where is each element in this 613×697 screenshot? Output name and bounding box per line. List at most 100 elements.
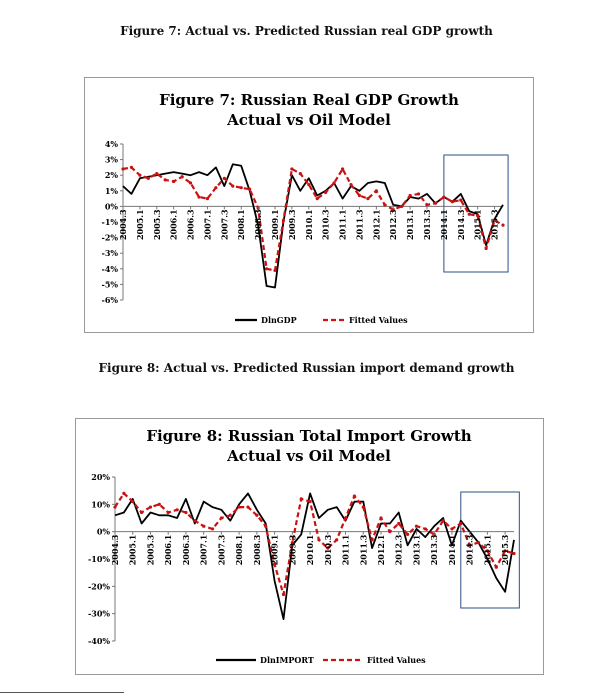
import-fitted-point	[370, 538, 374, 542]
gdp-x-tick-label: 2005.3	[152, 209, 162, 240]
gdp-x-tick-label: 2005.1	[135, 209, 145, 240]
import-x-tick-label: 2008.1	[234, 535, 244, 566]
gdp-fitted-point	[450, 200, 454, 204]
import-x-tick-label: 2014.3	[465, 534, 475, 565]
import-x-tick-label: 2010.1	[305, 535, 315, 566]
gdp-fitted-point	[281, 218, 286, 223]
import-highlight-box	[460, 491, 520, 609]
import-x-tick-label: 2013.1	[411, 535, 421, 566]
import-fitted-point	[299, 497, 303, 501]
import-x-tick-label: 2006.3	[181, 534, 191, 565]
import-fitted-point	[202, 524, 206, 528]
gdp-x-tick-label: 2013.3	[422, 209, 432, 240]
import-fitted-point	[131, 500, 135, 504]
gdp-fitted-point	[357, 193, 362, 198]
import-fitted-point	[184, 510, 188, 515]
import-x-tick-label: 2015.1	[482, 535, 492, 566]
gdp-x-tick-label: 2010.3	[321, 209, 331, 240]
gdp-fitted-point	[264, 267, 269, 271]
import-fitted-point	[281, 592, 286, 597]
import-legend-label-actual: DlnIMPORT	[260, 655, 314, 665]
gdp-y-tick-label: -1%	[102, 217, 119, 227]
gdp-y-tick-label: 0%	[105, 201, 119, 211]
gdp-chart-subtitle: Actual vs Oil Model	[226, 111, 391, 129]
import-x-tick-label: 2005.3	[145, 534, 155, 565]
import-fitted-point	[441, 519, 445, 523]
import-x-tick-label: 2011.3	[358, 534, 368, 565]
import-fitted-point	[352, 494, 356, 498]
import-fitted-point	[237, 505, 241, 509]
gdp-fitted-point	[273, 268, 277, 272]
import-fitted-point	[423, 527, 427, 531]
import-fitted-point	[255, 513, 259, 517]
gdp-y-tick-label: 3%	[105, 155, 119, 165]
import-fitted-point	[397, 521, 401, 526]
gdp-fitted-point	[239, 186, 243, 190]
gdp-fitted-point	[442, 195, 446, 199]
import-fitted-point	[264, 524, 268, 528]
gdp-fitted-point	[476, 214, 480, 218]
import-x-tick-label: 2007.3	[216, 534, 226, 565]
gdp-y-tick-label: -4%	[102, 264, 119, 274]
gdp-fitted-point	[129, 165, 134, 169]
import-fitted-point	[317, 538, 321, 542]
import-fitted-point	[228, 513, 232, 517]
import-fitted-point	[166, 510, 170, 515]
import-fitted-point	[335, 538, 339, 542]
gdp-x-tick-label: 2011.1	[338, 209, 348, 240]
gdp-fitted-point	[205, 197, 210, 201]
import-fitted-point	[361, 505, 365, 509]
gdp-x-tick-label: 2015.3	[490, 209, 500, 240]
import-fitted-point	[450, 527, 454, 531]
gdp-y-tick-label: 4%	[105, 139, 119, 149]
gdp-fitted-point	[180, 175, 184, 179]
import-x-tick-label: 2013.3	[429, 534, 439, 565]
import-x-tick-label: 2005.1	[128, 535, 138, 566]
import-x-tick-label: 2012.1	[376, 535, 386, 566]
gdp-fitted-point	[214, 186, 218, 190]
import-series-actual-line	[114, 492, 515, 621]
import-growth-chart-svg: Figure 8: Russian Total Import Growth Act…	[88, 427, 520, 665]
gdp-fitted-point	[315, 197, 319, 201]
gdp-fitted-point	[121, 167, 125, 171]
gdp-fitted-point	[248, 187, 252, 191]
footnote-rule	[0, 692, 124, 693]
gdp-fitted-point	[433, 201, 438, 205]
gdp-fitted-point	[383, 203, 387, 207]
figure-8-caption: Figure 8: Actual vs. Predicted Russian i…	[98, 361, 515, 375]
gdp-fitted-point	[163, 178, 167, 182]
gdp-fitted-point	[231, 184, 235, 188]
gdp-series-fitted-line	[122, 166, 504, 272]
import-x-tick-label: 2009.3	[287, 534, 297, 565]
gdp-x-tick-label: 2010.1	[304, 209, 314, 240]
gdp-series-actual-line	[122, 163, 504, 289]
import-fitted-point	[290, 541, 294, 545]
import-x-tick-label: 2015.3	[500, 534, 510, 565]
gdp-fitted-point	[425, 203, 429, 207]
gdp-x-tick-label: 2009.3	[287, 209, 297, 240]
import-fitted-point	[503, 549, 507, 553]
import-chart-title: Figure 8: Russian Total Import Growth	[146, 427, 471, 445]
import-fitted-point	[157, 502, 161, 506]
gdp-fitted-point	[138, 173, 142, 177]
gdp-x-tick-label: 2006.1	[169, 209, 179, 240]
import-x-tick-label: 2006.1	[163, 535, 173, 566]
gdp-fitted-point	[307, 182, 311, 187]
gdp-fitted-point	[155, 172, 159, 176]
gdp-fitted-point	[374, 189, 378, 193]
import-fitted-point	[494, 565, 498, 569]
figure-7-caption: Figure 7: Actual vs. Predicted Russian r…	[120, 24, 493, 38]
gdp-fitted-point	[391, 207, 395, 212]
import-fitted-point	[326, 546, 330, 550]
gdp-fitted-point	[349, 182, 353, 187]
gdp-y-tick-label: 1%	[105, 186, 119, 196]
gdp-legend-label-actual: DlnGDP	[261, 315, 297, 325]
import-x-tick-label: 2004.3	[110, 534, 120, 565]
import-fitted-point	[414, 524, 419, 528]
import-fitted-point	[273, 562, 277, 567]
gdp-x-tick-label: 2011.3	[354, 209, 364, 240]
gdp-x-tick-label: 2007.1	[202, 209, 212, 240]
import-fitted-point	[175, 508, 179, 512]
import-fitted-point	[140, 510, 144, 515]
import-x-tick-label: 2012.3	[394, 534, 404, 565]
